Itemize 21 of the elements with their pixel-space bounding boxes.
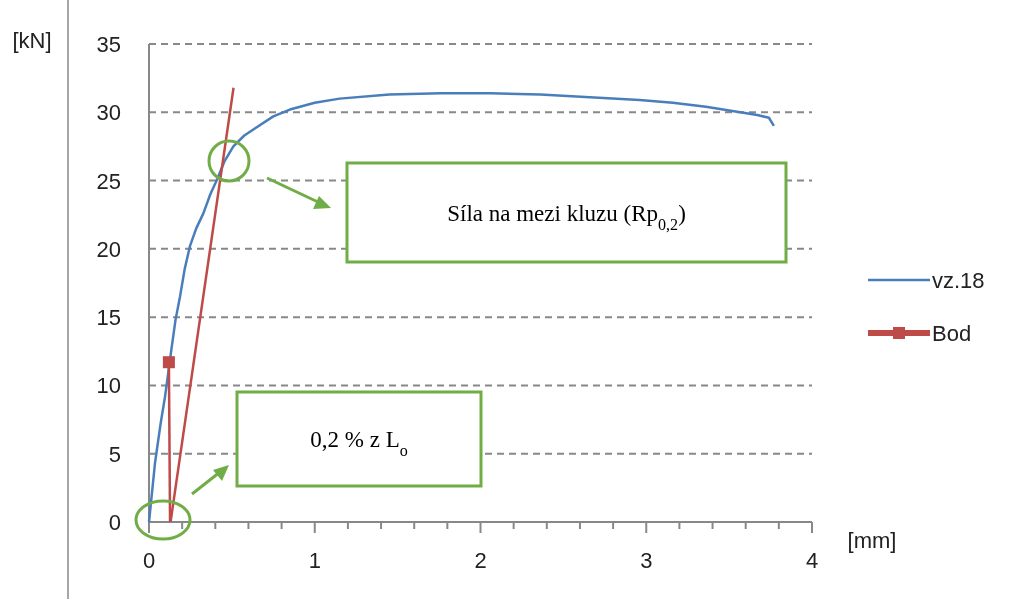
text-box: Síla na mezi kluzu (Rp$_{0,2}$) [345, 161, 788, 264]
y-tick-label: 0 [108, 510, 121, 535]
legend-label: vz.18 [932, 268, 985, 293]
y-axis-title: [kN] [12, 28, 52, 53]
y-tick-label: 20 [96, 236, 121, 262]
y-tick-label: 25 [96, 168, 121, 194]
legend-label: Bod [932, 321, 972, 346]
annotation: Síla na mezi kluzu (Rp$_{0,2}$) [447, 200, 686, 232]
x-tick-label: 4 [805, 548, 819, 573]
text-box: 0,2 % z L$_{o}$ [235, 390, 483, 488]
y-tick-label: 5 [108, 441, 121, 467]
y-tick-label: 30 [96, 100, 121, 126]
x-tick-label: 2 [474, 548, 487, 573]
x-tick-label: 3 [640, 548, 653, 573]
y-tick-label: 10 [96, 373, 121, 399]
y-tick-label: 15 [96, 305, 121, 331]
y-tick-label: 35 [96, 32, 121, 57]
x-axis-title: [mm] [847, 528, 897, 553]
x-tick-label: 1 [308, 548, 321, 573]
annotation: 0,2 % z L$_{o}$ [310, 427, 408, 459]
x-tick-label: 0 [142, 548, 156, 573]
